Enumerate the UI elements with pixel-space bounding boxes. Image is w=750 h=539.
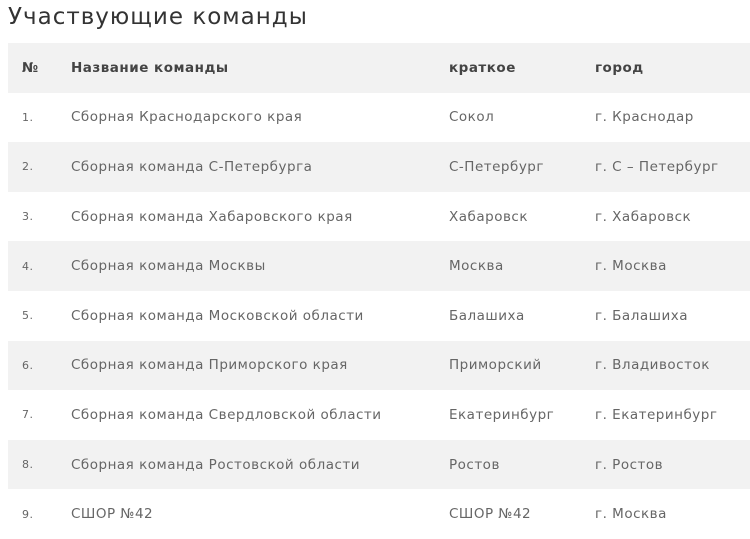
cell-number: 5. (22, 309, 34, 323)
cell-short-name: Приморский (449, 340, 595, 391)
page-title: Участвующие команды (8, 4, 308, 30)
cell-short-name: Екатеринбург (449, 406, 555, 423)
table-row: 3. Сборная команда Хабаровского края Хабар… (8, 192, 750, 242)
cell-team-name: Сборная команда Приморского края (71, 340, 449, 391)
cell-team-name: Сборная команда Хабаровского края (71, 208, 353, 225)
cell-short-name: Ростов (449, 439, 595, 490)
cell-city: г. С – Петербург (595, 142, 750, 192)
table-row: 7. Сборная команда Свердловской области Ек… (8, 390, 750, 440)
cell-short-name: С-Петербург (449, 142, 595, 192)
header-city: город (595, 43, 750, 93)
cell-short-name: Сокол (449, 109, 495, 126)
cell-city: г. Москва (595, 506, 667, 523)
cell-team-name: Сборная команда Москвы (71, 241, 449, 291)
cell-short-name: Москва (449, 241, 595, 291)
table-row: 1. Сборная Краснодарского края Сокол г. Кра… (8, 93, 750, 143)
cell-number: 3. (22, 210, 34, 224)
cell-number: 4. (8, 241, 71, 291)
cell-city: г. Балашиха (595, 307, 688, 324)
cell-number: 8. (8, 439, 71, 490)
teams-table: № Название команды краткое город 1. Сборн… (8, 43, 750, 539)
header-number: № (8, 43, 71, 93)
table-row: 4. Сборная команда Москвы Москва г. Москва (8, 241, 750, 291)
table-row: 9. СШОР №42 СШОР №42 г. Москва (8, 489, 750, 539)
header-team-name: Название команды (71, 43, 449, 93)
table-header-row: № Название команды краткое город (8, 43, 750, 93)
cell-team-name: Сборная команда С-Петербурга (71, 142, 449, 192)
cell-team-name: Сборная команда Свердловской области (71, 406, 382, 423)
cell-number: 7. (22, 408, 34, 422)
table-row: 6. Сборная команда Приморского края Примор… (8, 340, 750, 391)
cell-team-name: Сборная команда Московской области (71, 307, 364, 324)
table-row: 8. Сборная команда Ростовской области Рост… (8, 439, 750, 490)
cell-city: г. Владивосток (595, 340, 750, 391)
table-row: 5. Сборная команда Московской области Бала… (8, 291, 750, 341)
cell-number: 6. (8, 340, 71, 391)
cell-city: г. Краснодар (595, 109, 694, 126)
header-short-name: краткое (449, 43, 595, 93)
table-row: 2. Сборная команда С-Петербурга С-Петербур… (8, 142, 750, 192)
cell-short-name: СШОР №42 (449, 506, 532, 523)
cell-number: 2. (8, 142, 71, 192)
cell-short-name: Балашиха (449, 307, 525, 324)
cell-city: г. Екатеринбург (595, 406, 718, 423)
cell-number: 9. (22, 507, 34, 521)
cell-city: г. Москва (595, 241, 750, 291)
cell-team-name: Сборная Краснодарского края (71, 109, 303, 126)
cell-city: г. Ростов (595, 439, 750, 490)
cell-number: 1. (22, 110, 34, 124)
cell-short-name: Хабаровск (449, 208, 528, 225)
cell-team-name: СШОР №42 (71, 506, 154, 523)
cell-team-name: Сборная команда Ростовской области (71, 439, 449, 490)
cell-city: г. Хабаровск (595, 208, 692, 225)
